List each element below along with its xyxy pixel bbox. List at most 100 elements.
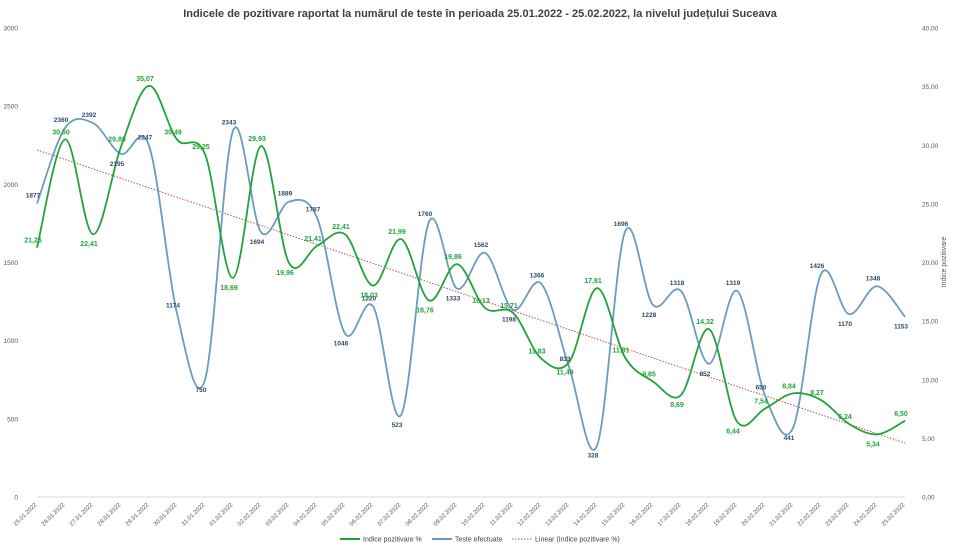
right-tick-label: 15,00 [922,319,939,326]
tests-data-label: 650 [756,384,767,391]
left-tick-label: 500 [7,416,18,423]
tests-data-label: 1348 [866,275,881,282]
positivity-data-label: 21,41 [304,236,322,243]
tests-data-label: 1153 [894,324,908,331]
positivity-data-label: 35,07 [136,76,154,83]
x-tick-label: 05.02.2022 [321,502,347,528]
positivity-data-label: 21,99 [388,229,406,236]
positivity-data-label: 21,26 [24,238,42,245]
x-tick-label: 28.01.2022 [97,502,123,528]
x-tick-label: 25.02.2022 [881,502,907,528]
positivity-data-label: 29,88 [108,137,126,144]
series-positivity [36,84,906,436]
x-tick-label: 18.02.2022 [685,502,711,528]
x-tick-label: 26.01.2022 [41,502,67,528]
right-tick-label: 30,00 [922,143,939,150]
tests-data-label: 1696 [614,221,629,228]
positivity-data-label: 30,50 [52,129,70,136]
data-labels-tests: 1877 2360 2392 2195 2247 1174 750 2343 1694 1889 1… [26,112,909,460]
tests-data-label: 1366 [530,272,545,279]
x-tick-label: 20.02.2022 [741,502,767,528]
tests-data-label: 1333 [446,296,461,303]
positivity-data-label: 17,81 [584,278,602,285]
legend-label-trendline: Linear (Indice pozitivare %) [535,537,620,544]
x-tick-label: 06.02.2022 [349,502,375,528]
x-tick-label: 08.02.2022 [405,502,431,528]
positivity-line [36,84,906,436]
tests-data-label: 1694 [250,239,265,246]
tests-data-label: 1787 [306,207,321,214]
tests-data-label: 2392 [82,112,97,119]
tests-data-label: 1318 [670,280,685,287]
x-tick-label: 22.02.2022 [797,502,823,528]
x-tick-label: 19.02.2022 [713,502,739,528]
right-tick-label: 20,00 [922,260,939,267]
positivity-data-label: 14,32 [696,319,714,326]
positivity-data-label: 29,93 [248,136,266,143]
tests-data-label: 2195 [110,161,125,168]
tests-data-label: 1220 [362,295,377,302]
positivity-data-label: 6,50 [894,411,908,418]
positivity-data-label: 22,41 [80,241,98,248]
tests-data-label: 1426 [810,263,825,270]
right-tick-label: 10,00 [922,377,939,384]
tests-data-label: 833 [560,356,571,363]
left-tick-label: 3000 [4,26,19,33]
x-tick-label: 17.02.2022 [657,502,683,528]
chart-title: Indicele de pozitivare raportat la număr… [183,8,778,20]
tests-data-label: 2247 [138,135,153,142]
tests-data-label: 2360 [54,117,69,124]
positivity-data-label: 9,85 [642,372,656,379]
legend-label-tests: Teste efectuate [455,537,503,544]
tests-data-label: 1319 [726,280,741,287]
x-tick-label: 30.01.2022 [153,502,179,528]
data-labels-positivity: 21,26 30,50 22,41 29,88 35,07 30,49 29,25 18,69… [24,76,908,449]
x-tick-label: 13.02.2022 [545,502,571,528]
right-tick-label: 40,00 [922,26,939,33]
tests-data-label: 1228 [642,312,657,319]
x-tick-label: 25.01.2022 [13,502,39,528]
series-tests [36,118,906,451]
left-tick-label: 0 [14,495,18,502]
x-tick-label: 12.02.2022 [517,502,543,528]
tests-data-label: 441 [784,435,795,442]
tests-data-label: 328 [588,453,599,460]
x-tick-label: 04.02.2022 [293,502,319,528]
x-tick-label: 07.02.2022 [377,502,403,528]
x-tick-label: 31.01.2022 [181,502,207,528]
x-tick-label: 23.02.2022 [825,502,851,528]
tests-data-label: 750 [196,387,207,394]
positivity-data-label: 5,34 [866,441,880,448]
x-tick-label: 16.02.2022 [629,502,655,528]
positivity-data-label: 30,49 [164,130,182,137]
legend-label-positivity: Indice pozitivare % [363,537,422,544]
right-tick-label: 0,00 [922,495,935,502]
positivity-data-label: 19,96 [276,270,294,277]
x-tick-label: 11.02.2022 [489,502,515,528]
x-tick-label: 01.02.2022 [209,502,235,528]
positivity-data-label: 11,49 [556,369,573,376]
positivity-data-label: 8,84 [782,383,796,390]
tests-data-label: 1170 [838,321,852,328]
x-tick-label: 27.01.2022 [69,502,95,528]
left-tick-label: 1000 [4,338,19,345]
right-axis-ticks: 0,00 5,00 10,00 15,00 20,00 25,00 30,00 35,00 40… [922,26,939,502]
positivity-data-label: 16,76 [416,307,434,314]
right-axis-label: Indice pozitivare [941,237,948,288]
left-tick-label: 2000 [4,182,19,189]
tests-line [36,118,906,451]
right-tick-label: 35,00 [922,84,939,91]
x-tick-label: 02.02.2022 [237,502,263,528]
left-axis-ticks: 0 500 1000 1500 2000 2500 3000 [4,26,19,502]
positivity-data-label: 16,13 [472,298,490,305]
right-tick-label: 5,00 [922,436,935,443]
positivity-data-label: 18,69 [220,285,238,292]
tests-data-label: 2343 [222,120,237,127]
legend: Indice pozitivare % Teste efectuate Line… [340,537,620,544]
positivity-data-label: 11,83 [528,348,545,355]
positivity-data-label: 11,91 [612,347,629,354]
tests-data-label: 1877 [26,193,41,200]
x-tick-label: 10.02.2022 [461,502,487,528]
positivity-data-label: 15,71 [500,303,518,310]
